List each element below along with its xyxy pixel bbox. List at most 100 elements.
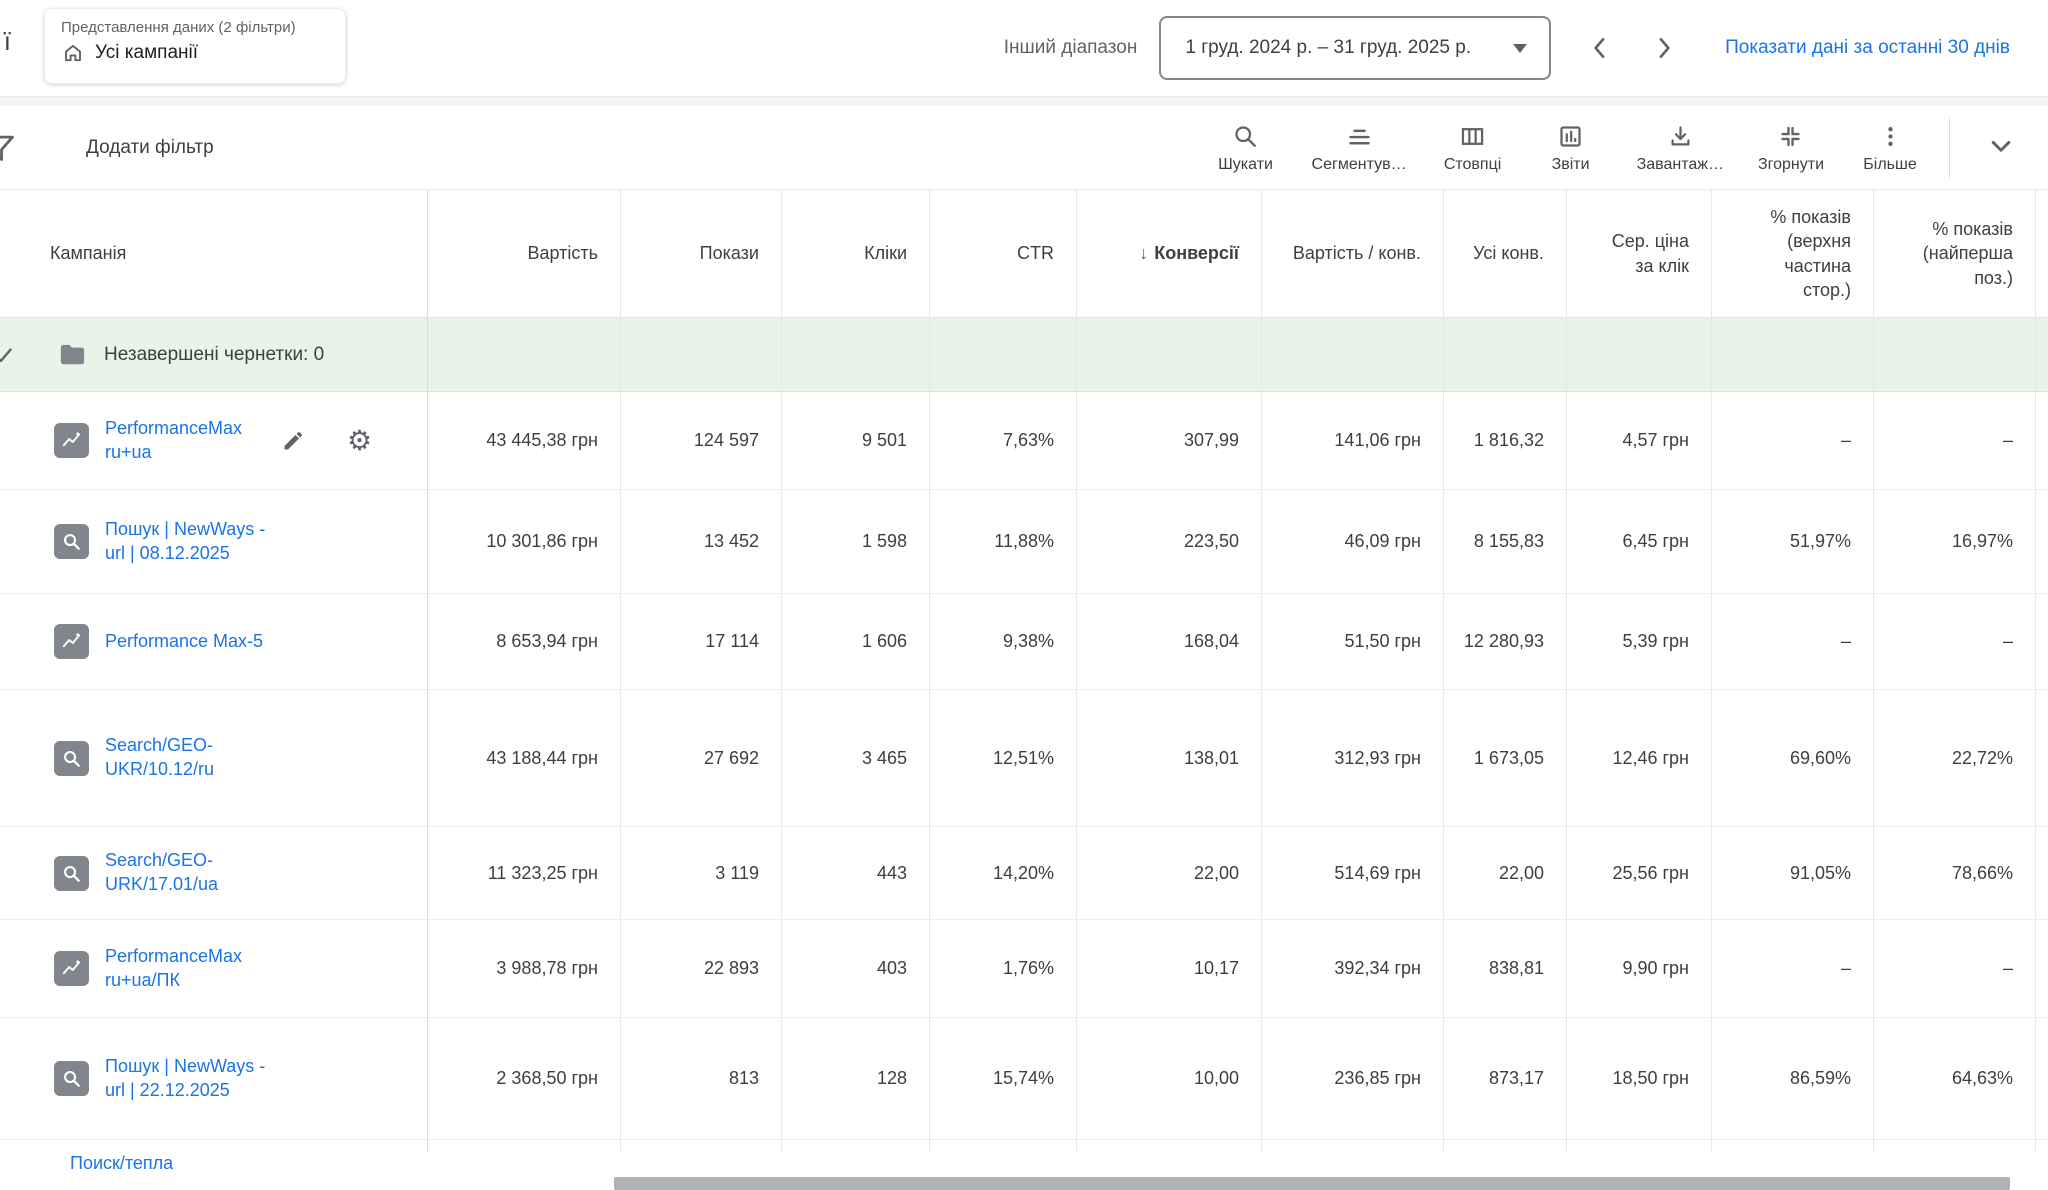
impr-top-cell: 86,59% xyxy=(1711,1018,1873,1139)
table-row[interactable]: Performance Max-5 8 653,94 грн 17 114 1 … xyxy=(0,594,2048,690)
filler-cell xyxy=(2035,490,2048,593)
impr-abs-top-cell: 64,63% xyxy=(1873,1018,2035,1139)
drafts-summary-row[interactable]: Незавершені чернетки: 0 xyxy=(0,318,2048,392)
clicks-cell: 403 xyxy=(781,920,929,1017)
column-header-impressions[interactable]: Покази xyxy=(620,190,781,317)
download-tool-button[interactable]: Завантаж… xyxy=(1637,123,1724,174)
chevron-down-icon xyxy=(1991,140,2011,152)
campaign-link[interactable]: Пошук | NewWays - url | 22.12.2025 xyxy=(105,1055,266,1100)
search-campaign-icon xyxy=(64,1071,80,1087)
column-header-cost-per-conv[interactable]: Вартість / конв. xyxy=(1261,190,1443,317)
collapse-tool-button[interactable]: Згорнути xyxy=(1758,123,1824,174)
campaign-type-badge xyxy=(54,951,89,986)
row-hover-actions: ⚙ xyxy=(281,426,372,455)
home-icon xyxy=(65,44,81,62)
columns-icon xyxy=(1461,127,1484,145)
filler-cell xyxy=(2035,920,2048,1017)
date-prev-button[interactable] xyxy=(1585,33,1615,63)
campaign-cell: Пошук | NewWays - url | 08.12.2025 xyxy=(0,490,427,593)
cost-cell: 43 188,44 грн xyxy=(427,690,620,826)
cost-cell: 11 323,25 грн xyxy=(427,827,620,919)
column-header-cost[interactable]: Вартість xyxy=(427,190,620,317)
data-view-chip[interactable]: Представлення даних (2 фільтри) Усі камп… xyxy=(44,8,346,84)
table-row[interactable]: Пошук | NewWays - url | 08.12.2025 10 30… xyxy=(0,490,2048,594)
campaign-cell: Search/GEO-UKR/10.12/ru xyxy=(0,690,427,826)
campaigns-table: Кампанія Вартість Покази Кліки CTR ↓ Кон… xyxy=(0,190,2048,1190)
toolbar-divider xyxy=(1949,118,1950,178)
campaign-link[interactable]: Search/GEO-UKR/10.12/ru xyxy=(105,735,215,779)
all-conv-cell: 1 816,32 xyxy=(1443,392,1566,489)
table-row[interactable]: Пошук | NewWays - url | 22.12.2025 2 368… xyxy=(0,1018,2048,1140)
performance-max-icon xyxy=(62,431,81,447)
reports-icon xyxy=(1560,125,1581,147)
column-header-conversions[interactable]: ↓ Конверсії xyxy=(1076,190,1261,317)
filter-funnel-icon[interactable] xyxy=(0,130,18,168)
impr-abs-top-cell: 22,72% xyxy=(1873,690,2035,826)
collapse-panel-button[interactable] xyxy=(1984,129,2018,168)
data-view-chip-title: Усі кампанії xyxy=(95,42,199,63)
date-range-selector[interactable]: 1 груд. 2024 р. – 31 груд. 2025 р. xyxy=(1159,16,1552,80)
campaign-link[interactable]: Search/GEO-URK/17.01/ua xyxy=(105,850,219,894)
column-header-impr-abs-top[interactable]: % показів (найперша поз.) xyxy=(1873,190,2035,317)
filler-cell xyxy=(2035,1018,2048,1139)
impressions-cell: 27 692 xyxy=(620,690,781,826)
table-row[interactable]: Search/GEO-URK/17.01/ua 11 323,25 грн 3 … xyxy=(0,827,2048,920)
campaign-link[interactable]: Performance Max-5 xyxy=(105,630,264,651)
column-header-ctr[interactable]: CTR xyxy=(929,190,1076,317)
ctr-cell: 1,76% xyxy=(929,920,1076,1017)
drafts-summary-label: Незавершені чернетки: 0 xyxy=(104,343,325,365)
horizontal-scrollbar[interactable] xyxy=(614,1177,2010,1190)
segment-tool-button[interactable]: Сегментув… xyxy=(1312,123,1407,174)
campaign-link[interactable]: Пошук | NewWays - url | 08.12.2025 xyxy=(105,518,266,563)
table-row[interactable]: PerformanceMax ru+ua/ПК 3 988,78 грн 22 … xyxy=(0,920,2048,1018)
campaign-link[interactable]: PerformanceMax ru+ua xyxy=(105,417,243,462)
collapse-icon xyxy=(1781,126,1801,146)
search-campaign-icon xyxy=(64,750,80,767)
clicks-cell: 3 465 xyxy=(781,690,929,826)
column-header-campaign[interactable]: Кампанія xyxy=(50,243,127,264)
settings-button[interactable]: ⚙ xyxy=(347,426,372,455)
impressions-cell: 13 452 xyxy=(620,490,781,593)
reports-tool-button[interactable]: Звіти xyxy=(1539,123,1603,174)
ctr-cell: 11,88% xyxy=(929,490,1076,593)
campaign-type-badge xyxy=(54,524,89,559)
top-bar: ії Представлення даних (2 фільтри) Усі к… xyxy=(0,0,2048,96)
column-header-impr-top[interactable]: % показів (верхня частина стор.) xyxy=(1711,190,1873,317)
impr-abs-top-cell: – xyxy=(1873,920,2035,1017)
tool-label: Шукати xyxy=(1218,155,1273,173)
avg-cpc-cell: 12,46 грн xyxy=(1566,690,1711,826)
campaign-cell: Поиск/тепла xyxy=(0,1140,427,1176)
cost-per-conv-cell: 141,06 грн xyxy=(1261,392,1443,489)
campaign-link[interactable]: Поиск/тепла xyxy=(70,1153,174,1173)
cost-cell: 10 301,86 грн xyxy=(427,490,620,593)
conversions-cell: 10,17 xyxy=(1076,920,1261,1017)
table-toolbar: Додати фільтр Шукати Сегментув… xyxy=(0,106,2048,190)
search-icon xyxy=(1235,125,1257,147)
column-header-avg-cpc[interactable]: Сер. ціна за клік xyxy=(1566,190,1711,317)
more-tool-button[interactable]: Більше xyxy=(1858,123,1922,174)
add-filter-button[interactable]: Додати фільтр xyxy=(86,136,214,158)
avg-cpc-cell: 5,39 грн xyxy=(1566,594,1711,689)
columns-tool-button[interactable]: Стовпці xyxy=(1441,123,1505,174)
all-conv-cell: 12 280,93 xyxy=(1443,594,1566,689)
ctr-cell: 12,51% xyxy=(929,690,1076,826)
range-label: Інший діапазон xyxy=(1003,37,1138,58)
tool-label: Сегментув… xyxy=(1311,155,1407,173)
tool-label: Звіти xyxy=(1551,155,1590,173)
table-row[interactable]: Search/GEO-UKR/10.12/ru 43 188,44 грн 27… xyxy=(0,690,2048,827)
campaign-link[interactable]: PerformanceMax ru+ua/ПК xyxy=(105,945,243,990)
show-last-30-days-link[interactable]: Показати дані за останні 30 днів xyxy=(1725,37,2010,58)
performance-max-icon xyxy=(62,632,81,648)
avg-cpc-cell: 18,50 грн xyxy=(1566,1018,1711,1139)
more-icon xyxy=(1887,126,1893,146)
edit-button[interactable] xyxy=(281,429,305,453)
column-header-clicks[interactable]: Кліки xyxy=(781,190,929,317)
table-row[interactable]: PerformanceMax ru+ua ⚙ 43 445,38 грн 124… xyxy=(0,392,2048,490)
date-next-button[interactable] xyxy=(1649,33,1679,63)
chevron-right-icon xyxy=(1659,37,1670,59)
conversions-cell: 10,00 xyxy=(1076,1018,1261,1139)
summary-grid-lines xyxy=(0,318,2048,391)
column-header-all-conv[interactable]: Усі конв. xyxy=(1443,190,1566,317)
search-tool-button[interactable]: Шукати xyxy=(1214,123,1278,174)
impressions-cell: 3 119 xyxy=(620,827,781,919)
